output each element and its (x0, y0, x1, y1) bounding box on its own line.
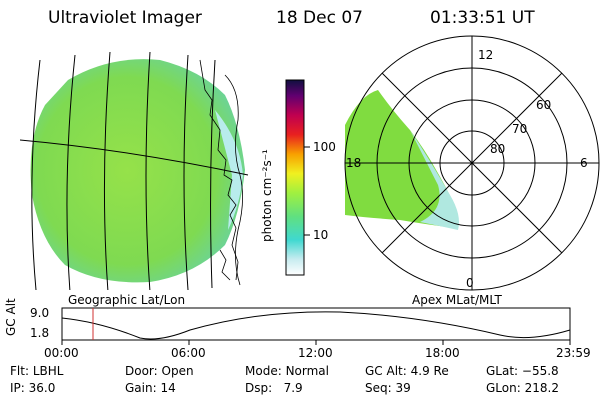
ip-field: IP: 36.0 (10, 381, 56, 395)
gcalt-value: 4.9 Re (410, 364, 449, 378)
colorbar (285, 79, 305, 276)
orbit-ymin-label: 1.8 (30, 326, 50, 340)
orbit-plot-frame (61, 307, 571, 341)
dsp-field: Dsp: 7.9 (245, 381, 303, 395)
earth-disc-emission (30, 59, 246, 283)
glat-value: −55.8 (521, 364, 559, 378)
glon-value: 218.2 (524, 381, 559, 395)
ip-value: 36.0 (28, 381, 56, 395)
coastline (199, 59, 239, 281)
orbit-ylabel: GC Alt (4, 298, 18, 336)
meridian-line (183, 54, 189, 290)
orbit-altitude-curve (61, 311, 571, 340)
orbit-xtick-label: 18:00 (425, 346, 460, 360)
glat-field: GLat: −55.8 (486, 364, 559, 378)
flt-value: LBHL (32, 364, 64, 378)
door-value: Open (161, 364, 194, 378)
glon-field: GLon: 218.2 (486, 381, 559, 395)
gain-value: 14 (160, 381, 176, 395)
coastline (224, 74, 243, 286)
colorbar-tick-label: 10 (313, 228, 329, 242)
mode-value: Normal (285, 364, 329, 378)
dsp-value: 7.9 (283, 381, 303, 395)
parallel-line (20, 139, 249, 176)
polar-panel-label: Apex MLat/MLT (412, 293, 502, 307)
flt-field: Flt: LBHL (10, 364, 64, 378)
seq-field: Seq: 39 (365, 381, 411, 395)
meridian-line (145, 51, 151, 290)
meridian-line (31, 59, 41, 290)
mode-field: Mode: Normal (245, 364, 329, 378)
time-label: 01:33:51 UT (430, 8, 535, 28)
gain-field: Gain: 14 (125, 381, 176, 395)
lat-label-60: 60 (536, 98, 552, 112)
polar-aurora-edge (410, 130, 459, 230)
seq-value: 39 (395, 381, 411, 395)
orbit-xtick-label: 06:00 (171, 346, 206, 360)
polar-spoke (381, 72, 563, 254)
mlt-label-0: 0 (466, 276, 474, 290)
orbit-xtick-label: 00:00 (44, 346, 79, 360)
polar-aurora (345, 90, 457, 228)
polar-plot (344, 35, 600, 291)
meridian-line (66, 54, 76, 290)
meridian-line (210, 59, 216, 289)
door-field: Door: Open (125, 364, 194, 378)
mlt-label-6: 6 (580, 156, 588, 170)
coastline (219, 249, 231, 281)
instrument-title: Ultraviolet Imager (48, 8, 202, 28)
mlt-label-18: 18 (346, 156, 362, 170)
colorbar-tick-label: 100 (313, 140, 336, 154)
meridian-line (103, 51, 111, 290)
orbit-ymax-label: 9.0 (30, 306, 50, 320)
geo-panel-label: Geographic Lat/Lon (68, 293, 186, 307)
date-label: 18 Dec 07 (276, 8, 363, 28)
lat-label-70: 70 (512, 122, 528, 136)
orbit-xtick-label: 23:59 (556, 346, 591, 360)
geographic-map (20, 51, 249, 290)
limb-edge (215, 110, 243, 230)
orbit-xtick-label: 12:00 (298, 346, 333, 360)
colorbar-unit-label: photon cm⁻²s⁻¹ (260, 149, 274, 242)
lat-label-80: 80 (490, 142, 506, 156)
gcalt-field: GC Alt: 4.9 Re (365, 364, 449, 378)
mlt-label-12: 12 (478, 48, 494, 62)
